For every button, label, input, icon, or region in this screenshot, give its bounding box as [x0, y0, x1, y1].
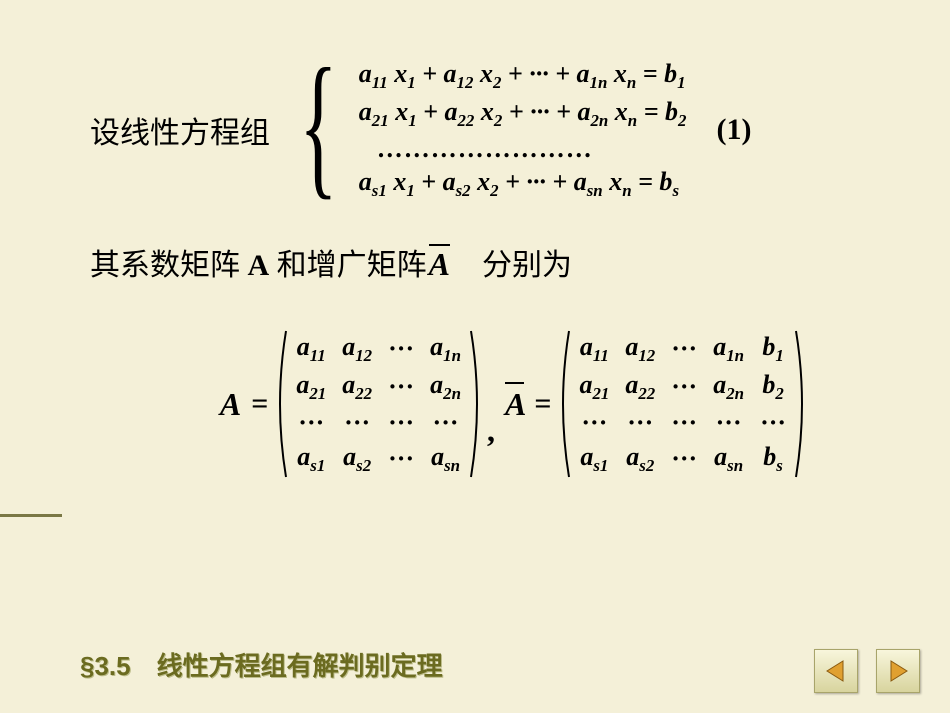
decorative-rule	[0, 514, 62, 517]
equation-number: (1)	[716, 113, 751, 147]
matrices-intro: 其系数矩阵 A 和增广矩阵A 分别为	[90, 240, 920, 284]
right-paren	[469, 329, 485, 479]
equation-row: a21 x1 + a22 x2 + ··· + a2n xn = b2	[359, 95, 687, 132]
matrix-A-body: a11a12···a1na21a22···a2n············as1a…	[288, 330, 469, 479]
matrix-A-label: A	[220, 386, 241, 423]
equation-row: ……………………	[377, 132, 687, 166]
text-mid: 和增广矩阵	[269, 249, 427, 282]
equation-rows: a11 x1 + a12 x2 + ··· + a1n xn = b1a21 x…	[359, 57, 687, 202]
matrix-Abar: a11a12···a1nb1a21a22···a2nb2············…	[555, 329, 810, 479]
left-paren	[272, 329, 288, 479]
matrix-A: a11a12···a1na21a22···a2n············as1a…	[272, 329, 485, 479]
prev-button[interactable]	[814, 649, 858, 693]
matrix-Abar-label: A	[505, 386, 526, 423]
equation-line: 设线性方程组 { a11 x1 + a12 x2 + ··· + a1n xn …	[90, 50, 920, 210]
matrix-Abar-body: a11a12···a1nb1a21a22···a2nb2············…	[571, 330, 794, 479]
equation-row: as1 x1 + as2 x2 + ··· + asn xn = bs	[359, 165, 687, 202]
symbol-A: A	[248, 249, 270, 282]
left-brace: {	[299, 44, 337, 204]
footer-title: §3.5 线性方程组有解判别定理	[80, 646, 443, 683]
equation-system: { a11 x1 + a12 x2 + ··· + a1n xn = b1a21…	[280, 50, 686, 210]
right-paren-2	[794, 329, 810, 479]
text-pre: 其系数矩阵	[90, 249, 248, 282]
equation-row: a11 x1 + a12 x2 + ··· + a1n xn = b1	[359, 57, 687, 94]
nav-buttons	[814, 649, 920, 693]
left-paren-2	[555, 329, 571, 479]
next-button[interactable]	[876, 649, 920, 693]
equals-sign-2: =	[534, 387, 551, 421]
text-post: 分别为	[452, 249, 572, 282]
slide-content: 设线性方程组 { a11 x1 + a12 x2 + ··· + a1n xn …	[0, 0, 950, 479]
matrices-row: A = a11a12···a1na21a22···a2n············…	[110, 329, 920, 479]
equals-sign: =	[251, 387, 268, 421]
intro-text: 设线性方程组	[90, 108, 270, 152]
symbol-A-bar: A	[427, 246, 452, 283]
comma: ,	[487, 412, 495, 449]
